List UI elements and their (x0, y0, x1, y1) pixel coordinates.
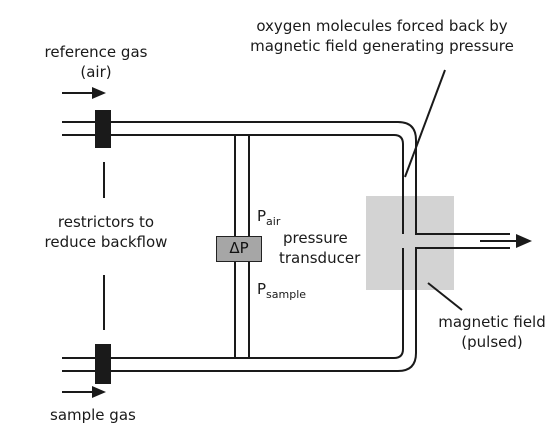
oxygen-leader-line (404, 69, 446, 178)
reference-gas-line1: reference gas (44, 43, 148, 61)
restrictors-line1: restrictors to (57, 213, 155, 231)
p-sample-subscript: sample (266, 288, 307, 301)
pressure-transducer-box: ΔP (216, 236, 262, 262)
p-sample-label: Psample (257, 279, 306, 305)
pressure-line1: pressure (283, 229, 348, 247)
restrictor-bottom (95, 344, 111, 384)
sample-inflow-arrowhead (92, 386, 106, 398)
reference-gas-line2: (air) (80, 63, 112, 81)
magnetic-line1: magnetic field (438, 313, 546, 331)
bottom-pipe-outer (62, 247, 510, 372)
reference-inflow-arrowhead (92, 87, 106, 99)
oxygen-label-line2: magnetic field generating pressure (250, 37, 514, 55)
restrictors-label: restrictors to reduce backflow (26, 212, 186, 252)
oxygen-label: oxygen molecules forced back by magnetic… (232, 16, 532, 56)
oxygen-label-line1: oxygen molecules forced back by (256, 17, 508, 35)
magnetic-field-region (366, 196, 454, 290)
bottom-pipe-inner (62, 248, 404, 359)
magnetic-line2: (pulsed) (461, 333, 523, 351)
top-pipe-inner (62, 134, 404, 234)
magnetic-field-label: magnetic field (pulsed) (429, 312, 547, 352)
restrictors-line2: reduce backflow (44, 233, 168, 251)
p-air-base: P (257, 207, 267, 225)
restrictor-top (95, 110, 111, 148)
reference-gas-label: reference gas (air) (30, 42, 162, 82)
pressure-line2: transducer (279, 249, 361, 267)
top-pipe-outer (62, 121, 510, 235)
p-air-subscript: air (266, 215, 281, 228)
outflow-arrowhead (516, 234, 532, 248)
p-air-label: Pair (257, 206, 280, 232)
pressure-transducer-label: pressure transducer (279, 228, 360, 268)
magnetic-leader-line (427, 282, 463, 311)
sample-gas-label: sample gas (50, 406, 136, 424)
p-sample-base: P (257, 280, 267, 298)
